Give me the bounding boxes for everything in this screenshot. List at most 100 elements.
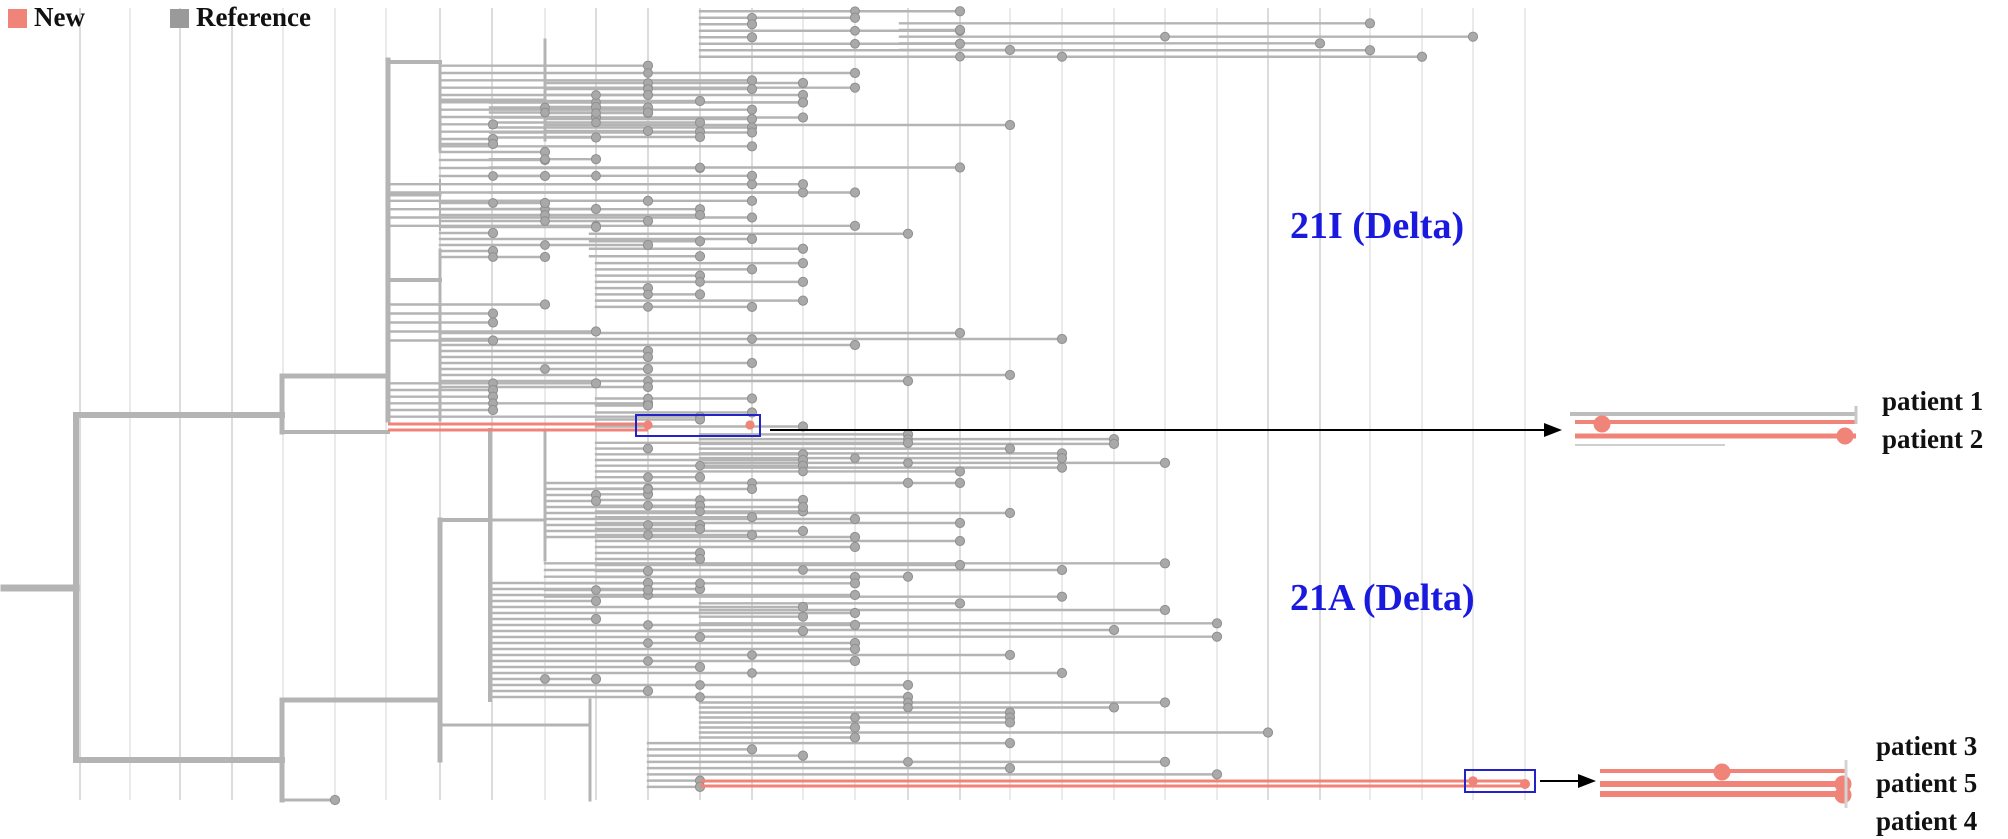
tip-node	[694, 289, 706, 300]
tip-node	[849, 589, 861, 601]
tip-node	[797, 276, 809, 287]
tip-node	[487, 317, 499, 328]
internal-node	[540, 154, 550, 165]
tip-node	[902, 375, 914, 387]
tip-node	[642, 443, 654, 454]
tip-node	[694, 131, 706, 143]
internal-node	[643, 472, 653, 483]
tip-node	[590, 132, 602, 143]
tip-node	[1056, 453, 1068, 464]
internal-node	[850, 712, 860, 723]
tip-node	[590, 203, 602, 215]
patient-label-5: patient 5	[1876, 768, 1978, 798]
tip-node	[746, 512, 758, 523]
internal-node	[591, 117, 601, 128]
tip-node	[694, 523, 706, 535]
internal-node	[643, 620, 653, 630]
tip-node	[797, 421, 809, 432]
legend-swatch-reference	[170, 9, 189, 28]
tip-node	[694, 661, 706, 673]
tip-node	[849, 541, 861, 553]
inset-2-node-patient-4	[1834, 786, 1852, 804]
internal-node	[747, 650, 757, 660]
tip-node	[797, 625, 809, 637]
new-sample-node	[1468, 776, 1478, 786]
internal-node	[747, 334, 757, 344]
internal-node	[591, 585, 601, 595]
tip-node	[746, 104, 758, 115]
tip-node	[1364, 18, 1376, 29]
tip-node	[849, 187, 861, 198]
internal-node	[850, 25, 860, 36]
tip-node	[487, 308, 499, 319]
tip-node	[797, 77, 809, 89]
tip-node	[487, 138, 499, 150]
tip-node	[642, 89, 654, 101]
tip-node	[849, 722, 861, 733]
tip-node	[849, 531, 861, 543]
internal-node	[850, 453, 860, 464]
tip-node	[694, 631, 706, 643]
tip-node	[694, 209, 706, 221]
tip-node	[642, 565, 654, 577]
tip-node	[954, 24, 966, 36]
legend-swatch-new	[8, 9, 27, 28]
tip-node	[642, 351, 654, 363]
tip-node	[642, 363, 654, 375]
tip-node	[642, 125, 654, 137]
tree-tip-nodes	[329, 6, 1479, 806]
highlight-annotations	[635, 406, 1858, 808]
tip-node	[746, 529, 758, 541]
tip-node	[902, 228, 914, 239]
tip-node	[746, 170, 758, 181]
tip-node	[1364, 45, 1376, 56]
tip-node	[849, 607, 861, 619]
internal-node	[850, 38, 860, 49]
internal-node	[643, 530, 653, 540]
tip-node	[746, 483, 758, 495]
internal-node	[903, 702, 913, 713]
tip-node	[954, 535, 966, 547]
patient-label-4: patient 4	[1876, 806, 1978, 836]
tip-node	[1056, 564, 1068, 576]
internal-node	[903, 756, 913, 767]
internal-node	[591, 170, 601, 181]
tip-node	[1262, 727, 1274, 738]
legend-item-reference[interactable]: Reference	[170, 2, 311, 33]
tip-node	[329, 794, 341, 806]
tip-node	[694, 236, 706, 247]
tip-node	[590, 326, 602, 337]
tip-node	[849, 67, 861, 79]
tip-node	[849, 732, 861, 743]
internal-node	[695, 680, 705, 690]
tip-node	[1314, 38, 1326, 49]
tip-node	[1211, 769, 1223, 780]
legend-label-new: New	[34, 2, 85, 32]
tip-node	[902, 477, 914, 488]
tip-node	[954, 162, 966, 173]
internal-node	[488, 198, 498, 208]
tip-node	[1056, 51, 1068, 62]
tip-node	[746, 744, 758, 755]
tip-node	[1056, 462, 1068, 473]
internal-node	[488, 171, 498, 181]
tip-node	[746, 141, 758, 152]
tip-node	[797, 525, 809, 537]
tip-node	[746, 357, 758, 369]
tip-node	[746, 19, 758, 30]
tip-node	[1004, 119, 1016, 131]
new-sample-branches	[388, 420, 1530, 789]
legend-item-new[interactable]: New	[8, 2, 85, 33]
new-sample-node	[1520, 779, 1530, 789]
tip-node	[849, 82, 861, 93]
tip-node	[590, 495, 602, 507]
internal-node	[540, 240, 550, 250]
tip-node	[746, 75, 758, 86]
clade-label-21a: 21A (Delta)	[1290, 577, 1475, 619]
tip-node	[487, 227, 499, 239]
tip-node	[1108, 702, 1120, 713]
tip-node	[797, 601, 809, 613]
highlight-box-21a	[1464, 769, 1536, 793]
legend-label-reference: Reference	[196, 2, 311, 32]
arrow-21i-head	[1544, 423, 1562, 437]
